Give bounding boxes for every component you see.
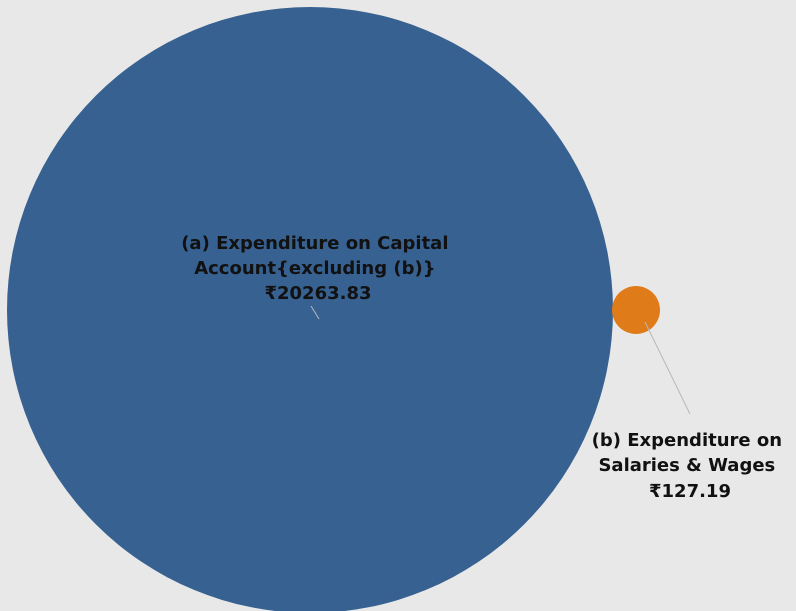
label-line-1: (b) Expenditure on (592, 430, 782, 451)
leader-line-capital-account (310, 305, 320, 320)
label-line-1: (a) Expenditure on Capital (181, 233, 448, 254)
label-line-2: Account{excluding (b)} (194, 258, 435, 279)
leader-line-salaries-wages (644, 321, 691, 415)
bubble-salaries-wages[interactable] (612, 286, 660, 334)
label-line-2: Salaries & Wages (598, 455, 775, 476)
value-label: ₹20263.83 (264, 283, 371, 304)
bubble-label-salaries-wages: (b) Expenditure on Salaries & Wages ₹127… (592, 430, 789, 502)
value-label: ₹127.19 (649, 481, 731, 502)
bubble-label-capital-account: (a) Expenditure on Capital Account{exclu… (181, 233, 455, 304)
bubble-capital-account[interactable] (7, 7, 613, 611)
